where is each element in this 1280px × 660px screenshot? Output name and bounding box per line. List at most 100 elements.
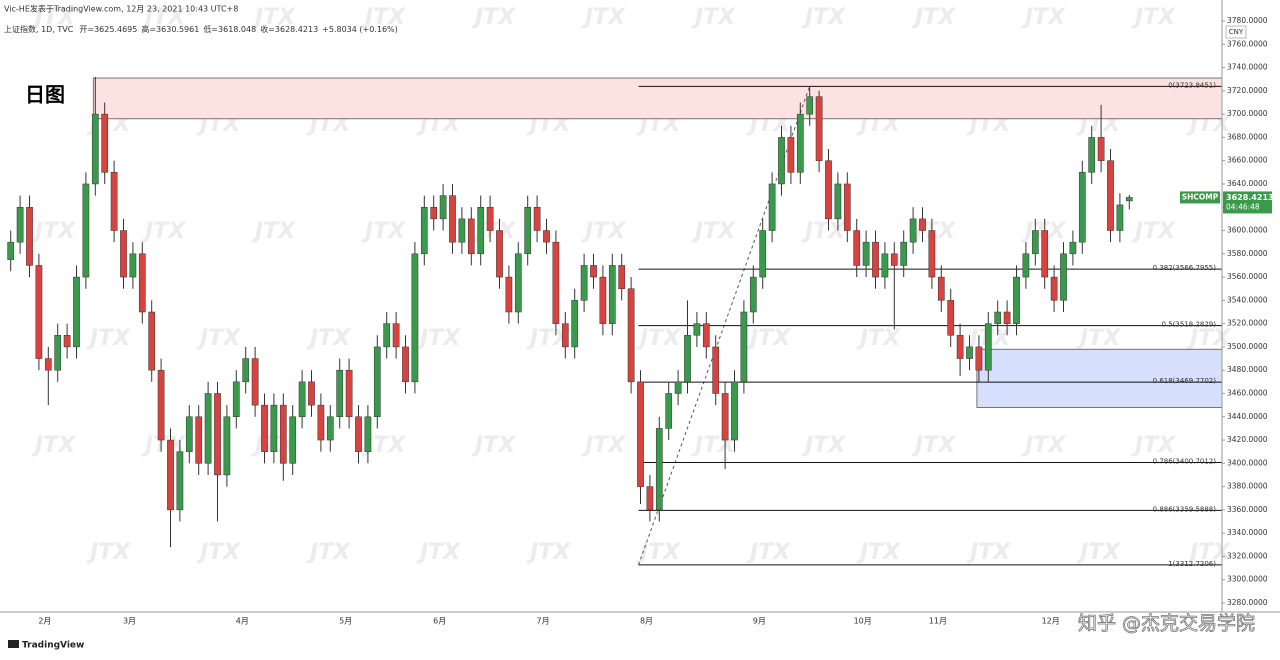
candle-body: [937, 276, 945, 301]
candle-body: [1003, 311, 1011, 324]
watermark: JTX: [416, 540, 461, 565]
high-value: 3630.5961: [156, 25, 199, 34]
y-tick-label: 3340.0000: [1227, 528, 1268, 537]
x-tick-label: 8月: [640, 617, 653, 626]
credit: 知乎 @杰克交易学院: [1078, 613, 1255, 635]
ticker-tag: [1180, 191, 1220, 204]
source-line: Vic-HE发表于TradingView.com, 12月 23, 2021 1…: [4, 4, 238, 14]
candle-body: [101, 113, 109, 173]
x-tick-label: 10月: [854, 617, 872, 626]
candle-body: [458, 218, 466, 243]
watermark: JTX: [911, 433, 956, 458]
countdown: 04:46:48: [1226, 202, 1260, 211]
fib-label: 0(3723.8451): [1168, 81, 1216, 89]
candle-body: [881, 253, 889, 278]
candle-body: [120, 230, 127, 278]
candle-body: [157, 369, 165, 441]
candle-body: [73, 276, 80, 348]
candle-body: [806, 96, 814, 115]
candle-body: [486, 206, 494, 231]
candle-body: [1022, 253, 1030, 278]
watermark: JTX: [306, 540, 351, 565]
candle-body: [909, 218, 917, 243]
watermark: JTX: [581, 5, 626, 30]
candle-body: [768, 183, 776, 231]
candle-body: [1125, 197, 1133, 202]
y-tick-label: 3580.0000: [1227, 249, 1268, 258]
watermark: JTX: [86, 326, 131, 351]
watermark: JTX: [86, 540, 131, 565]
candle-body: [608, 265, 616, 324]
x-tick-label: 4月: [236, 617, 249, 626]
watermark: JTX: [1021, 5, 1066, 30]
watermark: JTX: [746, 540, 791, 565]
y-tick-label: 3740.0000: [1227, 63, 1268, 72]
candle-body: [571, 300, 579, 348]
watermark: JTX: [856, 540, 901, 565]
currency-box: [1225, 25, 1247, 39]
candle-body: [7, 241, 15, 260]
price-tag: [1223, 191, 1272, 214]
candle-body: [900, 241, 908, 266]
watermark: JTX: [636, 540, 681, 565]
candle-body: [326, 416, 334, 441]
candle-body: [834, 183, 842, 220]
candle-body: [514, 253, 522, 313]
candle-body: [872, 241, 879, 278]
candle-body: [928, 230, 936, 278]
x-tick-label: 9月: [753, 617, 766, 626]
candle-body: [731, 381, 738, 441]
candle-body: [364, 416, 372, 452]
watermark: JTX: [691, 433, 736, 458]
watermark: JTX: [911, 5, 956, 30]
candle-body: [561, 323, 569, 348]
watermark: JTX: [746, 326, 791, 351]
candle-body: [44, 358, 52, 371]
candle-body: [1088, 137, 1096, 173]
candle-body: [176, 451, 184, 511]
ticker: SHCOMP: [1182, 192, 1219, 201]
candle-body: [994, 311, 1002, 324]
y-tick-label: 3320.0000: [1227, 551, 1268, 560]
candle-body: [702, 323, 710, 348]
platform-logo: TradingView: [8, 640, 84, 651]
watermark: JTX: [251, 5, 296, 30]
watermark: JTX: [966, 540, 1011, 565]
y-tick-label: 3720.0000: [1227, 86, 1268, 95]
watermark: JTX: [1076, 326, 1121, 351]
y-tick-label: 3660.0000: [1227, 156, 1268, 165]
candle-body: [110, 172, 118, 231]
zone: [92, 77, 1223, 120]
watermark: JTX: [1021, 433, 1066, 458]
last-price: 3628.4213: [1226, 193, 1274, 202]
candle-body: [778, 137, 785, 185]
candle-body: [355, 416, 362, 452]
candle-body: [129, 253, 137, 278]
candle-body: [63, 335, 71, 348]
y-tick-label: 3400.0000: [1227, 458, 1268, 467]
y-tick-label: 3360.0000: [1227, 505, 1268, 514]
candle-body: [345, 369, 353, 418]
candle-body: [740, 311, 748, 383]
candle-body: [232, 381, 240, 418]
candle-body: [1069, 241, 1077, 255]
candle-body: [449, 195, 456, 243]
watermark: JTX: [691, 219, 736, 244]
watermark: JTX: [196, 326, 241, 351]
x-tick-label: 2月: [38, 617, 51, 626]
chart-title: 日图: [25, 83, 65, 107]
candle-body: [693, 323, 701, 336]
watermark: JTX: [801, 219, 846, 244]
candle-body: [496, 230, 503, 278]
watermark: JTX: [1186, 540, 1231, 565]
candle-body: [477, 206, 485, 255]
change: +5.8034 (+0.16%): [322, 25, 398, 34]
x-tick-label: 7月: [537, 617, 550, 626]
y-tick-label: 3380.0000: [1227, 482, 1268, 491]
candle-body: [420, 206, 428, 255]
watermark: JTX: [801, 433, 846, 458]
candle-body: [1060, 253, 1067, 301]
candle-body: [684, 335, 691, 383]
watermark: JTX: [361, 5, 406, 30]
